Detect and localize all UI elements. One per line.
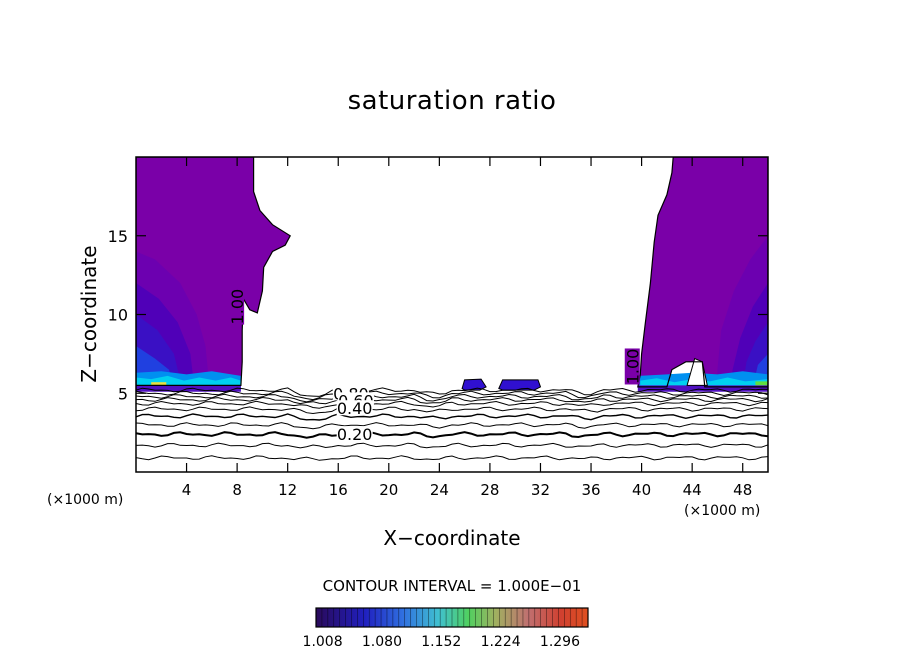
x-tick-label: 4 [182,481,192,499]
contour-label: 0.20 [337,425,373,444]
contour-label-bg [336,400,373,416]
right-contour-line [637,157,768,388]
contour-line-2 [136,393,768,403]
x-unit-label-right: (×1000 m) [684,503,761,519]
contour-label-bg [229,288,245,325]
colorbar-tick-label: 1.296 [540,634,580,650]
x-tick-label: 24 [430,481,449,499]
contour-line-5 [136,406,768,415]
contour-line-6 [136,413,768,421]
x-tick-label: 12 [278,481,297,499]
contour-label: 1.00 [228,289,247,325]
x-tick-label: 40 [632,481,651,499]
chart-title: saturation ratio [347,86,557,116]
contour-label-bg [336,426,373,442]
contour-line-1 [136,390,768,401]
x-unit-label-left: (×1000 m) [47,492,124,508]
colorbar-tick-label: 1.008 [303,634,343,650]
x-axis-title: X−coordinate [383,526,521,550]
contour-line-0 [136,387,768,397]
y-tick-label: 10 [108,306,128,325]
colorbar-tick-label: 1.080 [362,634,402,650]
contour-label: 1.00 [624,349,643,385]
x-tick-label: 20 [379,481,398,499]
colorbar-tick-label: 1.224 [481,634,521,650]
x-tick-label: 8 [232,481,242,499]
contour-interval-label: CONTOUR INTERVAL = 1.000E−01 [322,577,582,595]
contour-label: 0.40 [337,399,373,418]
x-tick-label: 16 [329,481,348,499]
field-layer [136,157,768,461]
contour-label-bg [624,348,640,385]
contour-line-9 [136,442,768,449]
x-tick-label: 48 [733,481,752,499]
contour-line-7 [136,422,768,430]
y-tick-label: 5 [118,384,128,403]
x-tick-label: 44 [683,481,702,499]
x-tick-label: 28 [480,481,499,499]
colorbar-tick-label: 1.152 [421,634,461,650]
y-axis-title: Z−coordinate [77,245,101,382]
colorbar-frame [315,607,589,628]
contour-line-3 [136,396,768,405]
contour-line-10 [136,455,768,461]
right-base-green [755,381,768,387]
x-tick-label: 32 [531,481,550,499]
left-contour-line [136,157,291,386]
y-tick-label: 15 [108,227,128,246]
contour-line-4 [136,400,768,409]
mid-patch-2 [498,379,542,391]
x-tick-label: 36 [581,481,600,499]
contour-line-8 [136,430,768,439]
